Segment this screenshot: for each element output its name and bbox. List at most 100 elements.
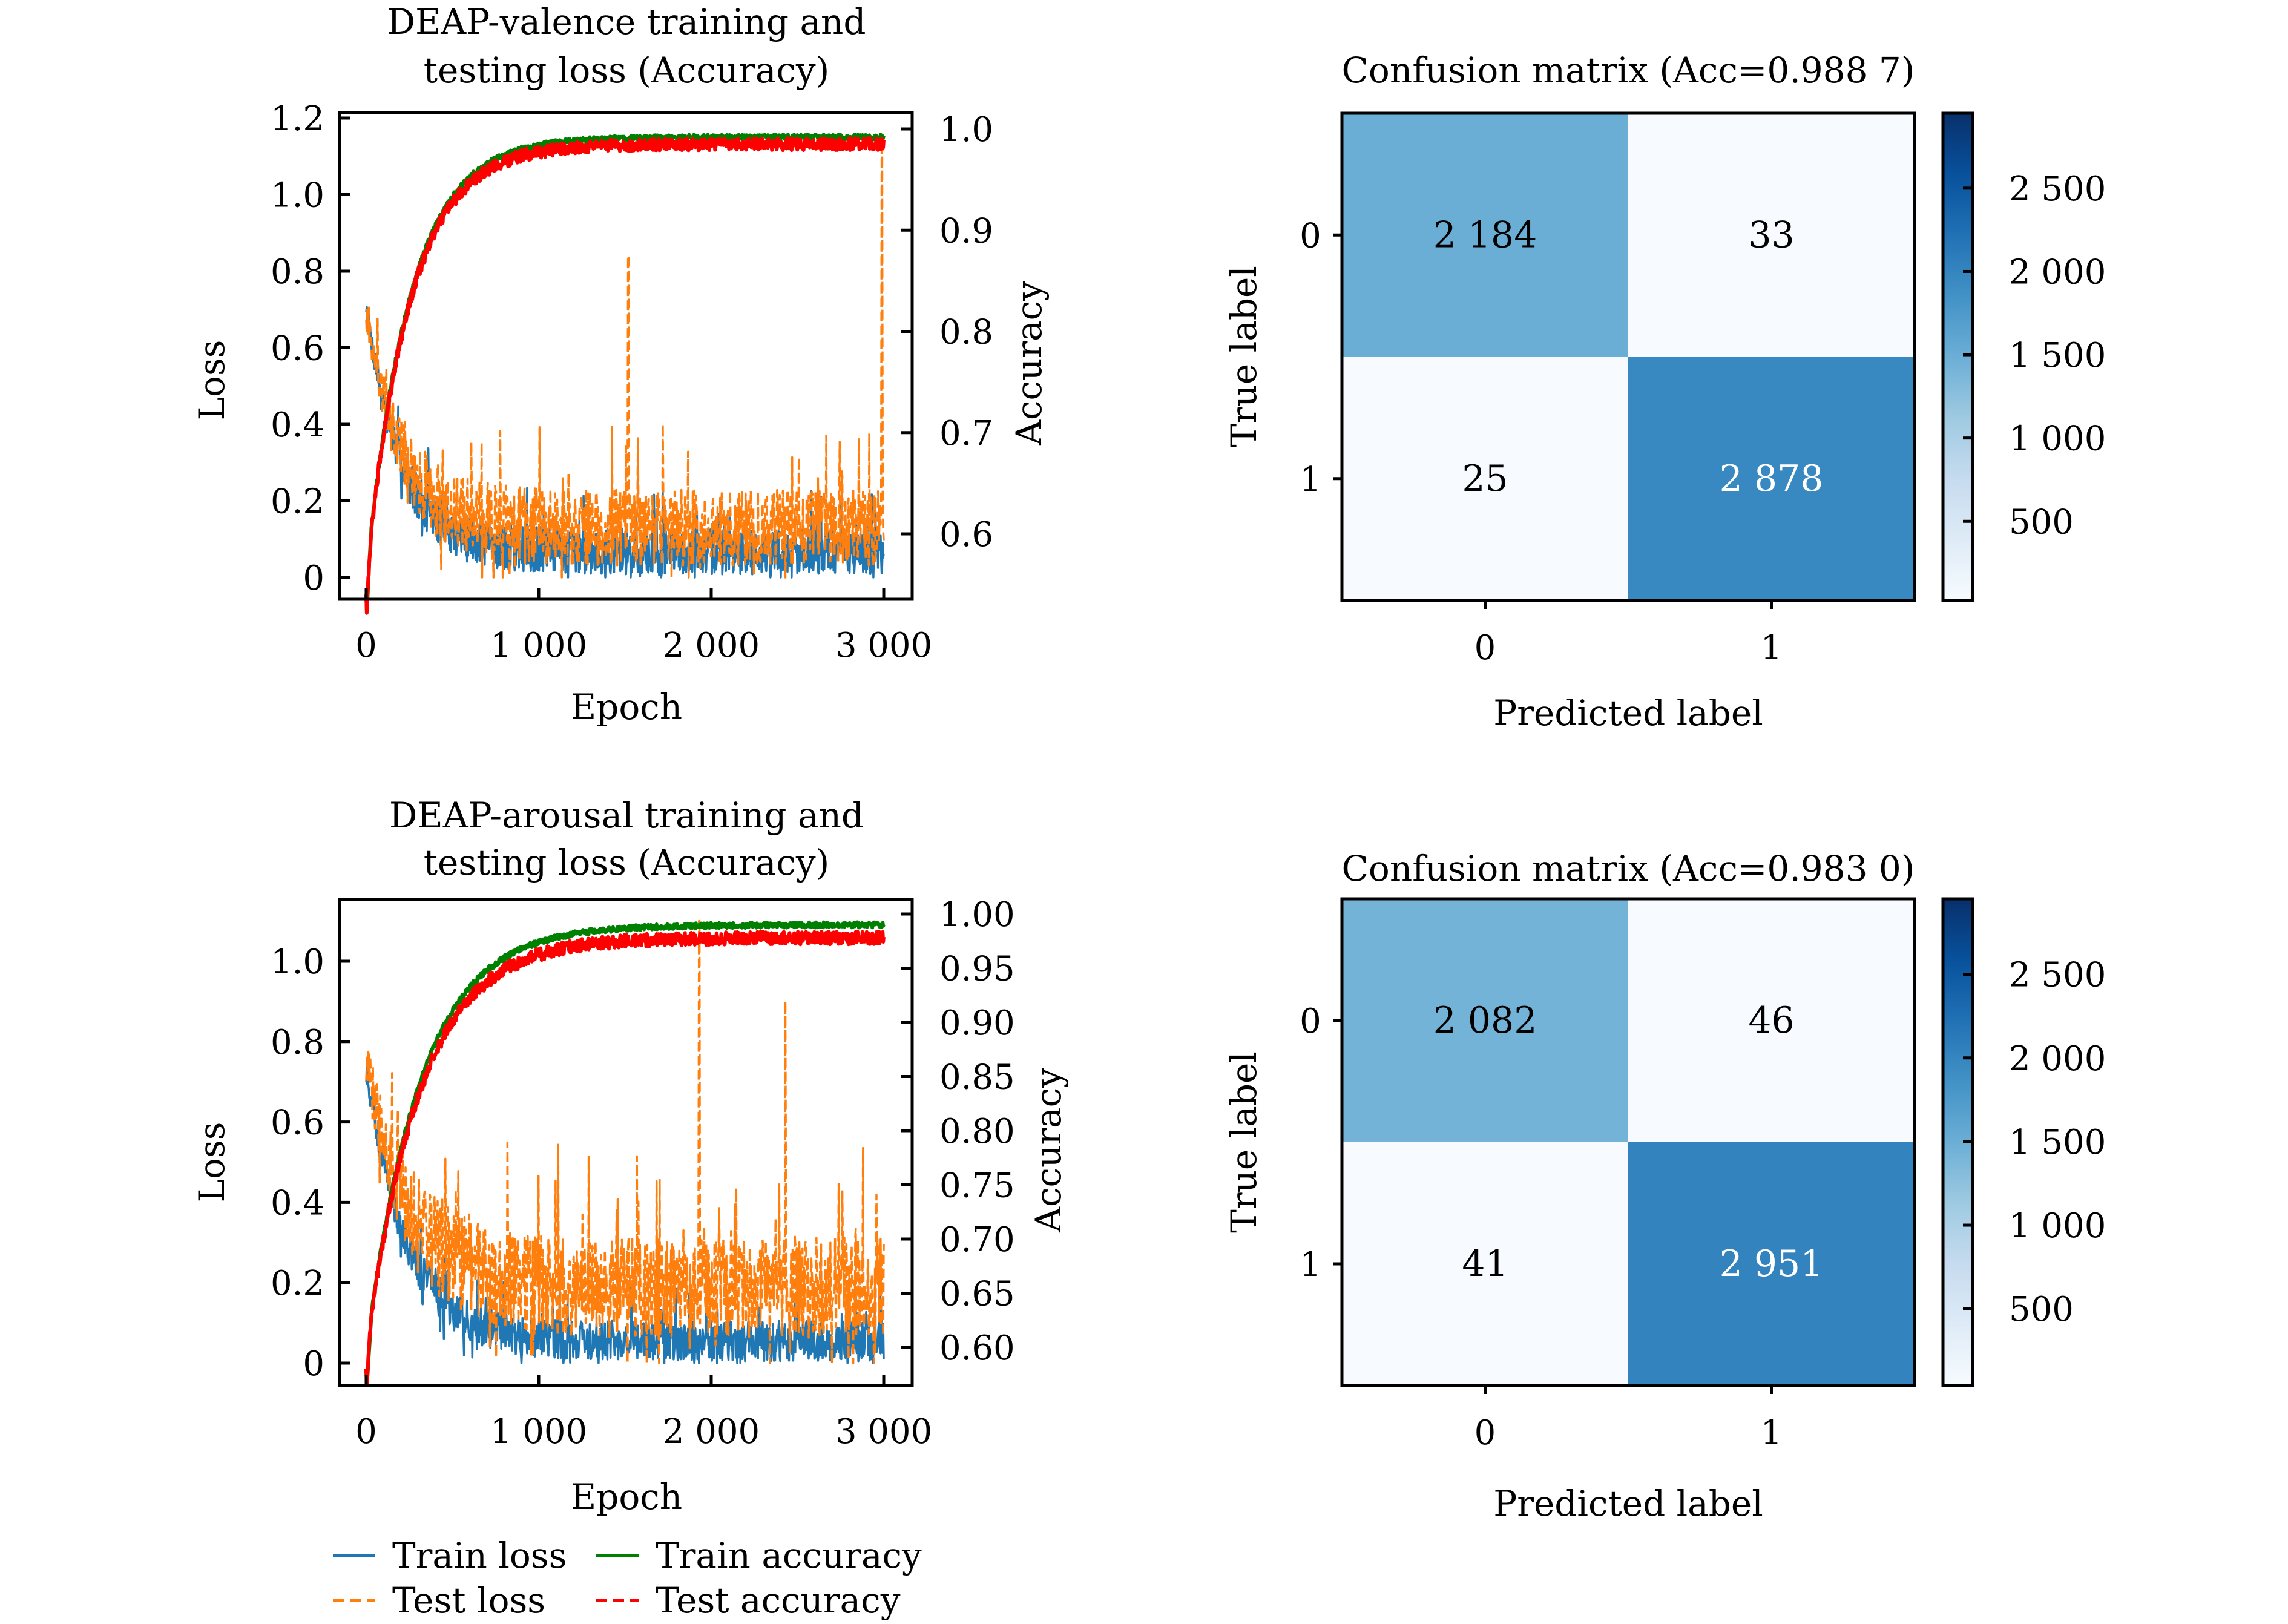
- colorbar-tick-label: 500: [2009, 1290, 2074, 1329]
- right-y-tick-label: 0.80: [939, 1112, 1015, 1151]
- plot-frame: [338, 111, 914, 601]
- matrix-title: Confusion matrix (Acc=0.983 0): [1342, 848, 1915, 889]
- matrix-title: Confusion matrix (Acc=0.988 7): [1342, 50, 1915, 91]
- legend-label: Train loss: [392, 1535, 567, 1576]
- colorbar-tick-label: 1 500: [2009, 336, 2106, 375]
- matrix-cell-r1-c1: [1628, 357, 1915, 600]
- left-y-tick-label: 0.4: [271, 406, 324, 445]
- right-y-tick-label: 0.8: [939, 313, 993, 352]
- colorbar-tick-label: 1 000: [2009, 419, 2106, 459]
- matrix-cells: 2 184 33 25 2 878: [1342, 113, 1915, 600]
- left-y-axis-ticks: 0 0.2 0.4 0.6 0.8 1.0 1.2: [271, 99, 350, 598]
- right-y-tick-label: 0.65: [939, 1275, 1015, 1314]
- legend-label: Test loss: [392, 1580, 545, 1621]
- right-y-tick-label: 0.6: [939, 515, 993, 554]
- x-tick-label: 1 000: [490, 626, 587, 665]
- right-y-tick-label: 0.7: [939, 414, 993, 453]
- plot-frame: [338, 898, 914, 1387]
- left-y-axis-label: Loss: [191, 340, 232, 421]
- matrix-cell-value: 2 878: [1720, 458, 1824, 500]
- matrix-cells: 2 082 46 41 2 951: [1342, 899, 1915, 1386]
- colorbar-tick-label: 1 500: [2009, 1123, 2106, 1162]
- x-tick-label: 1 000: [490, 1412, 587, 1451]
- colorbar-ticks: 500 1 000 1 500 2 000 2 500: [1963, 169, 2106, 542]
- matrix-cell-r0-c0: [1342, 113, 1628, 357]
- colorbar-tick-label: 2 500: [2009, 169, 2106, 209]
- matrix-cell-r1-c0: [1342, 1142, 1628, 1386]
- train-loss-line: [365, 1067, 885, 1364]
- x-tick-label: 3 000: [835, 626, 932, 665]
- matrix-cell-r0-c0: [1342, 899, 1628, 1142]
- matrix-cell-r0-c1: [1628, 113, 1915, 357]
- left-y-tick-label: 1.0: [271, 942, 324, 982]
- colorbar-tick-label: 2 000: [2009, 252, 2106, 292]
- matrix-cell-value: 2 951: [1720, 1243, 1824, 1285]
- matrix-cell-value: 46: [1748, 999, 1794, 1042]
- matrix-cell-value: 2 082: [1433, 999, 1537, 1042]
- series-layer: [364, 919, 886, 1387]
- right-y-tick-label: 0.90: [939, 1004, 1015, 1043]
- test-accuracy-line: [364, 136, 886, 615]
- x-axis-label: Epoch: [571, 1476, 682, 1517]
- y-tick-label: 1: [1300, 460, 1321, 499]
- x-tick-label: 0: [1474, 628, 1496, 668]
- colorbar-ticks: 500 1 000 1 500 2 000 2 500: [1963, 956, 2106, 1329]
- matrix-frame: [1340, 897, 1916, 1387]
- train-accuracy-line: [364, 920, 886, 1387]
- matrix-frame: [1340, 111, 1916, 602]
- matrix-ticks: 0 1 0 1: [1300, 1002, 1782, 1453]
- matrix-cell-value: 41: [1462, 1243, 1508, 1285]
- y-tick-label: 0: [1300, 1002, 1321, 1041]
- matrix-cell-value: 2 184: [1433, 214, 1537, 256]
- x-axis-ticks: 0 1 000 2 000 3 000: [355, 1375, 932, 1451]
- x-axis-label: Predicted label: [1493, 692, 1763, 734]
- valence-confusion-matrix: Confusion matrix (Acc=0.988 7) 2 184 33 25…: [1223, 50, 2106, 734]
- y-tick-label: 1: [1300, 1245, 1321, 1284]
- left-y-tick-label: 0: [303, 1344, 324, 1384]
- x-tick-label: 3 000: [835, 1412, 932, 1451]
- colorbar-tick-label: 500: [2009, 502, 2074, 542]
- right-y-tick-label: 0.70: [939, 1220, 1015, 1260]
- colorbar-tick-label: 1 000: [2009, 1206, 2106, 1246]
- right-y-tick-label: 0.95: [939, 950, 1015, 989]
- legend-item-train-loss: Train loss: [333, 1535, 567, 1576]
- y-axis-label: True label: [1223, 1051, 1264, 1233]
- x-tick-label: 0: [355, 1412, 377, 1451]
- test-accuracy-line: [364, 929, 886, 1387]
- series-layer: [364, 133, 886, 615]
- legend-label: Test accuracy: [656, 1580, 901, 1621]
- x-tick-label: 2 000: [663, 1412, 760, 1451]
- colorbar-tick-label: 2 000: [2009, 1039, 2106, 1079]
- arousal-confusion-matrix: Confusion matrix (Acc=0.983 0) 2 082 46 41…: [1223, 848, 2106, 1524]
- left-y-axis-ticks: 0 0.2 0.4 0.6 0.8 1.0: [271, 942, 350, 1384]
- left-y-tick-label: 0: [303, 559, 324, 598]
- matrix-cell-r0-c1: [1628, 899, 1915, 1142]
- right-y-axis-label: Accuracy: [1008, 281, 1050, 446]
- chart-title-line-1: DEAP-valence training and: [387, 1, 866, 42]
- x-tick-label: 2 000: [663, 626, 760, 665]
- test-loss-line: [365, 919, 885, 1364]
- x-axis-ticks: 0 1 000 2 000 3 000: [355, 588, 932, 665]
- valence-loss-accuracy-chart: DEAP-valence training and testing loss (…: [191, 1, 1050, 728]
- left-y-tick-label: 1.0: [271, 176, 324, 215]
- colorbar-tick-label: 2 500: [2009, 956, 2106, 995]
- left-y-tick-label: 0.4: [271, 1183, 324, 1223]
- chart-title-line-2: testing loss (Accuracy): [424, 842, 830, 883]
- legend-item-test-accuracy: Test accuracy: [596, 1580, 901, 1621]
- right-y-tick-label: 1.00: [939, 895, 1015, 935]
- legend: Train loss Train accuracy Test loss Test…: [333, 1535, 922, 1621]
- left-y-tick-label: 0.6: [271, 1103, 324, 1143]
- x-tick-label: 0: [355, 626, 377, 665]
- arousal-loss-accuracy-chart: DEAP-arousal training and testing loss (…: [191, 795, 1069, 1517]
- left-y-tick-label: 0.6: [271, 329, 324, 369]
- left-y-tick-label: 0.2: [271, 482, 324, 522]
- matrix-cell-r1-c0: [1342, 357, 1628, 600]
- x-axis-label: Predicted label: [1493, 1483, 1763, 1524]
- chart-title-line-1: DEAP-arousal training and: [389, 795, 864, 836]
- right-y-axis-ticks: 0.6 0.7 0.8 0.9 1.0: [901, 110, 993, 554]
- x-axis-label: Epoch: [571, 686, 682, 728]
- left-y-tick-label: 0.2: [271, 1264, 324, 1303]
- right-y-axis-label: Accuracy: [1028, 1068, 1069, 1233]
- right-y-tick-label: 0.60: [939, 1329, 1015, 1368]
- right-y-tick-label: 1.0: [939, 110, 993, 150]
